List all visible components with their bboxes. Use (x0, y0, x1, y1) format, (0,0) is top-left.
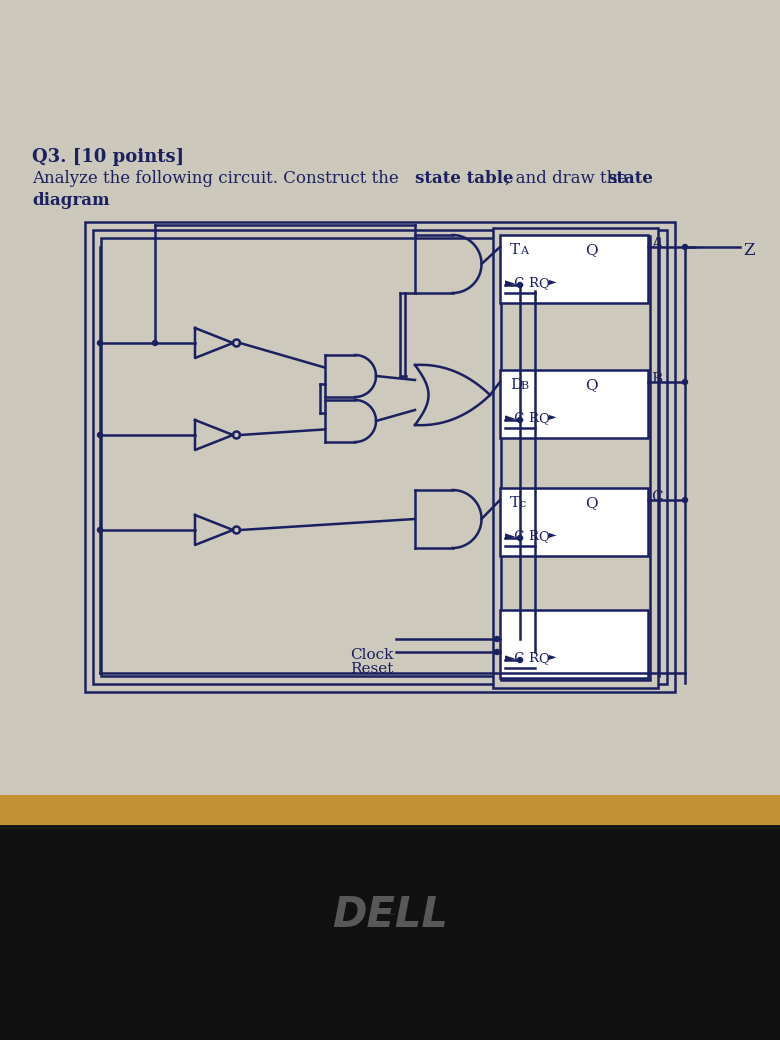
Text: Q3. [10 points]: Q3. [10 points] (32, 148, 184, 166)
Text: Analyze the following circuit. Construct the: Analyze the following circuit. Construct… (32, 170, 404, 187)
Text: ►C: ►C (505, 277, 526, 290)
Text: A: A (651, 237, 662, 251)
Text: Q: Q (585, 378, 597, 392)
Text: R: R (528, 277, 538, 290)
Bar (0, 825, 780, 1040)
Bar (101, 238, 659, 676)
Text: c: c (520, 499, 526, 509)
Text: R: R (528, 412, 538, 425)
Bar (500, 235, 648, 303)
Text: T: T (510, 496, 520, 510)
Circle shape (682, 497, 687, 502)
Text: Q: Q (585, 496, 597, 510)
Circle shape (495, 650, 499, 654)
Text: C: C (651, 490, 663, 504)
Text: ►C: ►C (505, 412, 526, 425)
Circle shape (682, 244, 687, 250)
Bar (500, 370, 648, 438)
Bar (0, 0, 780, 795)
Text: ►C: ►C (505, 530, 526, 543)
Bar (501, 236, 650, 680)
Text: R: R (528, 530, 538, 543)
Text: Q: Q (585, 243, 597, 257)
Circle shape (98, 527, 102, 532)
Bar (493, 228, 658, 688)
Text: DELL: DELL (332, 894, 448, 936)
Text: , and draw the: , and draw the (505, 170, 633, 187)
Text: .: . (96, 192, 101, 209)
Text: ►: ► (549, 652, 556, 661)
Text: ►: ► (549, 412, 556, 421)
Circle shape (682, 380, 687, 385)
Text: B: B (520, 381, 528, 391)
Text: Q: Q (538, 652, 549, 665)
Text: Clock: Clock (350, 648, 393, 662)
Text: ►: ► (549, 277, 556, 286)
Bar (93, 230, 667, 684)
Circle shape (517, 657, 523, 662)
Text: ►C: ►C (505, 652, 526, 665)
Circle shape (98, 433, 102, 438)
Circle shape (517, 417, 523, 422)
Text: Q: Q (538, 530, 549, 543)
Circle shape (517, 283, 523, 287)
Text: diagram: diagram (32, 192, 110, 209)
Text: Q: Q (538, 277, 549, 290)
Text: Q: Q (538, 412, 549, 425)
Text: state table: state table (415, 170, 513, 187)
Text: state: state (607, 170, 653, 187)
Circle shape (153, 340, 158, 345)
Bar (500, 610, 648, 678)
Text: T: T (510, 243, 520, 257)
Text: Z: Z (743, 241, 754, 259)
Text: ►: ► (549, 530, 556, 539)
Text: R: R (528, 652, 538, 665)
Bar (500, 488, 648, 556)
Text: B: B (651, 372, 662, 386)
Circle shape (517, 536, 523, 541)
Text: A: A (520, 246, 528, 256)
Text: D: D (510, 378, 523, 392)
Bar (0, 795, 780, 825)
Bar (85, 222, 675, 692)
Circle shape (98, 340, 102, 345)
Circle shape (495, 636, 499, 642)
Text: Reset: Reset (350, 662, 393, 676)
